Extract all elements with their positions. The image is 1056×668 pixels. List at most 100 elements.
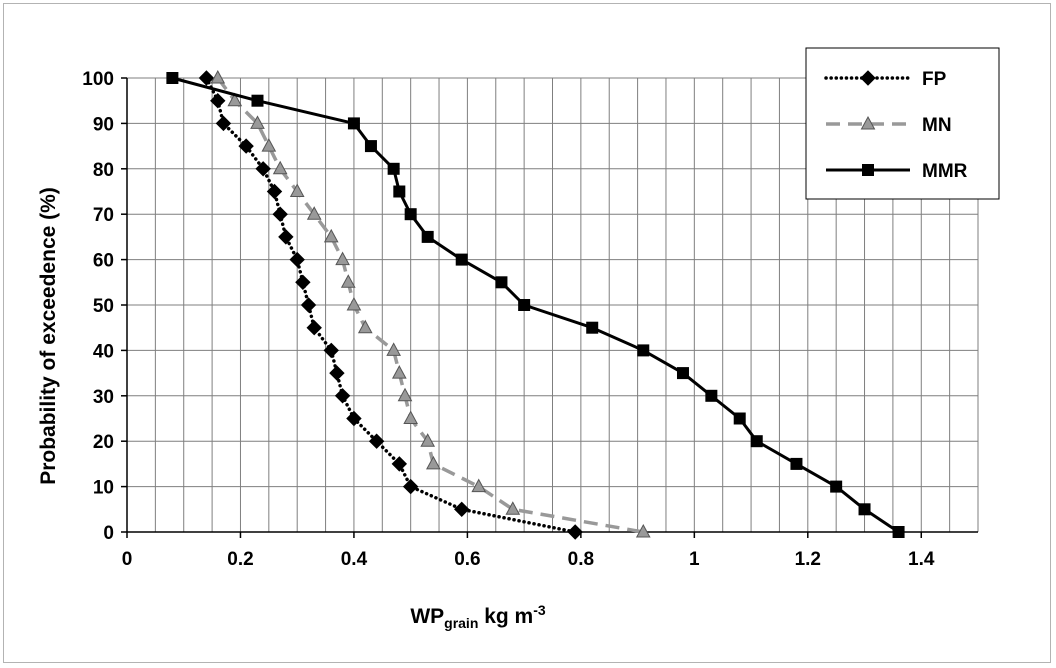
series-fp xyxy=(198,70,583,540)
data-point-mmr xyxy=(830,480,843,493)
data-point-mmr xyxy=(393,185,406,198)
data-point-fp xyxy=(295,274,311,291)
legend-label-mmr: MMR xyxy=(922,161,968,182)
data-point-mmr xyxy=(705,389,718,402)
legend-marker-fp xyxy=(860,70,876,86)
y-tick-label: 90 xyxy=(93,114,114,135)
data-point-mn xyxy=(397,387,413,402)
data-point-fp xyxy=(391,456,408,472)
x-tick-label: 0.8 xyxy=(568,549,594,570)
x-tick-label: 1.2 xyxy=(795,549,821,570)
y-tick-label: 40 xyxy=(93,341,114,362)
legend-label-mn: MN xyxy=(922,115,952,136)
y-tick-label: 100 xyxy=(82,69,114,90)
y-tick-label: 60 xyxy=(93,251,114,272)
data-point-mn xyxy=(505,501,521,515)
x-tick-label: 0.2 xyxy=(227,549,253,570)
y-tick-label: 0 xyxy=(103,523,114,544)
y-tick-label: 10 xyxy=(93,478,114,499)
data-point-fp xyxy=(266,183,283,200)
legend-item-mn: MN xyxy=(826,115,952,136)
axes xyxy=(121,77,978,538)
y-axis-title: Probability of exceedence (%) xyxy=(37,187,60,485)
data-point-mn xyxy=(420,433,436,447)
data-point-mn xyxy=(391,365,407,379)
data-point-mmr xyxy=(421,230,434,243)
data-point-fp xyxy=(454,501,470,518)
data-point-mn xyxy=(272,160,288,175)
x-axis-title: WPgrain kg m-3 xyxy=(410,602,546,631)
chart-frame xyxy=(3,3,1051,663)
data-point-mn xyxy=(335,251,350,266)
y-tick-labels: 0 10 20 30 40 50 60 70 80 90 100 xyxy=(82,69,114,544)
x-tick-labels: 0 0.2 0.4 0.6 0.8 1 1.2 1.4 xyxy=(122,549,935,570)
data-point-mn xyxy=(250,115,265,129)
data-point-fp xyxy=(334,388,351,404)
data-point-fp xyxy=(329,365,345,381)
data-point-fp xyxy=(300,297,317,313)
data-point-mmr xyxy=(586,321,599,334)
data-point-mn xyxy=(227,92,243,107)
legend-item-fp: FP xyxy=(824,69,947,90)
x-tick-label: 0.6 xyxy=(454,549,480,570)
data-point-mn xyxy=(386,342,401,356)
data-point-fp xyxy=(215,115,232,132)
data-point-fp xyxy=(272,206,288,222)
data-point-mmr xyxy=(166,72,179,84)
data-point-mmr xyxy=(518,299,531,311)
data-point-mmr xyxy=(251,94,264,107)
data-point-mmr xyxy=(495,276,508,289)
y-tick-label: 50 xyxy=(93,296,114,317)
y-tick-label: 20 xyxy=(93,432,114,453)
data-point-mn xyxy=(306,206,322,220)
data-point-mn xyxy=(346,296,362,311)
data-point-fp xyxy=(289,251,305,268)
data-point-fp xyxy=(238,138,254,154)
data-point-mn xyxy=(403,410,419,424)
x-axis-title-subscript: grain xyxy=(444,615,478,631)
data-point-fp xyxy=(323,342,339,359)
x-axis-title-main: WP xyxy=(410,605,444,628)
data-point-mmr xyxy=(858,503,871,516)
x-axis-title-superscript: -3 xyxy=(533,602,546,618)
x-tick-label: 1 xyxy=(689,549,700,570)
data-point-mn xyxy=(289,183,305,197)
x-axis-title-unit: kg m xyxy=(478,605,533,628)
x-tick-label: 0 xyxy=(122,549,133,570)
x-tick-label: 0.4 xyxy=(341,549,368,570)
legend: FP MN MMR xyxy=(805,47,1000,200)
data-point-mn xyxy=(261,138,277,152)
series-mn xyxy=(210,69,651,538)
data-point-mmr xyxy=(790,457,803,470)
data-point-mn xyxy=(426,455,441,470)
data-point-fp xyxy=(198,70,215,86)
data-point-mmr xyxy=(892,526,905,538)
data-point-fp xyxy=(278,229,294,245)
data-point-fp xyxy=(368,433,385,449)
legend-marker-mn xyxy=(860,115,876,130)
series-layer xyxy=(166,69,905,540)
data-point-mmr xyxy=(387,162,400,175)
y-tick-label: 80 xyxy=(93,160,114,181)
x-tick-label: 1.4 xyxy=(908,549,935,570)
legend-items: FP MN MMR xyxy=(824,69,968,182)
data-point-mmr xyxy=(733,412,746,425)
data-point-mmr xyxy=(404,208,417,221)
data-point-mmr xyxy=(455,253,468,266)
data-point-mn xyxy=(323,228,339,243)
data-point-fp xyxy=(346,410,362,427)
data-point-mn xyxy=(357,319,373,334)
data-point-fp xyxy=(255,161,271,177)
data-point-mn xyxy=(210,69,226,84)
data-point-mmr xyxy=(364,140,377,153)
data-point-fp xyxy=(210,92,226,109)
y-tick-label: 70 xyxy=(93,205,114,226)
data-point-mmr xyxy=(676,367,689,380)
data-point-mn xyxy=(635,523,651,538)
data-point-mn xyxy=(471,478,487,493)
legend-marker-mmr xyxy=(862,164,874,176)
data-point-mmr xyxy=(750,435,763,448)
data-point-fp xyxy=(306,319,322,336)
data-point-mmr xyxy=(347,117,360,130)
